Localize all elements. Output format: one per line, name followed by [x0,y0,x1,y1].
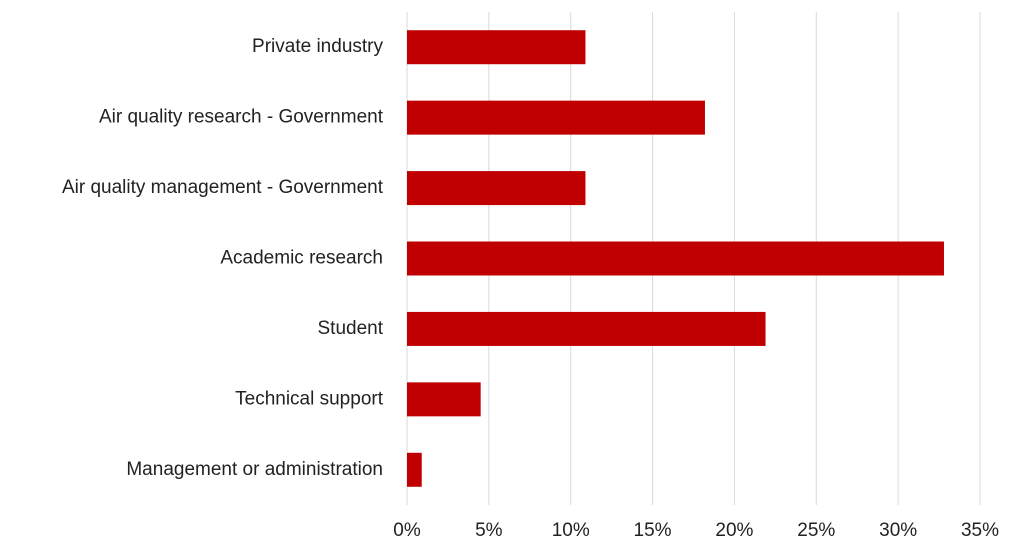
bar [407,452,422,487]
bar [407,311,766,346]
x-tick-label: 35% [961,520,999,541]
y-tick-label: Technical support [235,388,384,409]
x-tick-label: 25% [797,520,835,541]
y-tick-label: Private industry [252,36,383,57]
bar [407,171,586,206]
y-tick-label: Student [318,318,384,339]
y-tick-label: Air quality management - Government [62,177,384,198]
x-tick-label: 10% [552,520,590,541]
x-tick-label: 20% [715,520,753,541]
x-tick-label: 0% [393,520,421,541]
y-tick-label: Academic research [220,248,383,269]
x-tick-label: 5% [475,520,503,541]
x-tick-label: 15% [634,520,672,541]
x-tick-label: 30% [879,520,917,541]
bar [407,30,586,65]
y-tick-label: Air quality research - Government [99,107,384,128]
bar [407,100,705,135]
bar [407,241,944,276]
bar [407,382,481,417]
y-tick-label: Management or administration [126,459,383,480]
